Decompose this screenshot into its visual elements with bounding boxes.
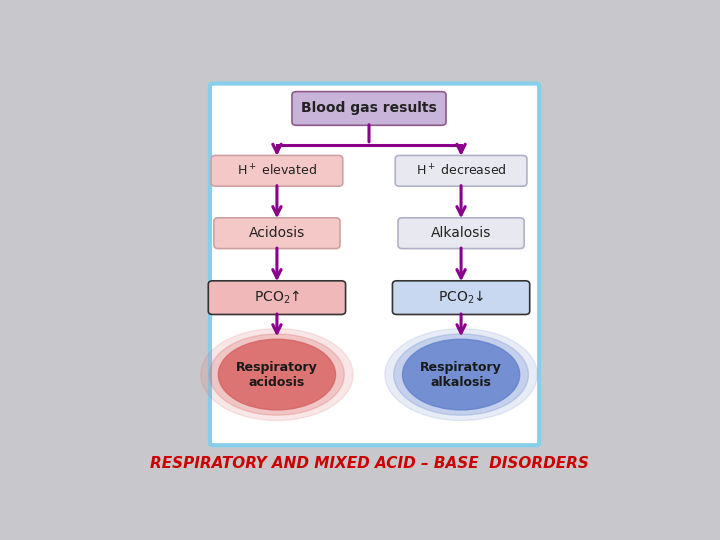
Text: Respiratory
alkalosis: Respiratory alkalosis (420, 361, 502, 389)
Ellipse shape (210, 334, 344, 415)
Ellipse shape (402, 339, 520, 410)
FancyBboxPatch shape (214, 218, 340, 248)
FancyBboxPatch shape (210, 84, 539, 445)
Text: H$^+$ elevated: H$^+$ elevated (237, 163, 317, 179)
FancyBboxPatch shape (395, 156, 527, 186)
Ellipse shape (201, 329, 353, 421)
Text: PCO$_2$↓: PCO$_2$↓ (438, 289, 485, 306)
Text: Respiratory
acidosis: Respiratory acidosis (236, 361, 318, 389)
Text: Blood gas results: Blood gas results (301, 102, 437, 116)
Ellipse shape (394, 334, 528, 415)
Text: Acidosis: Acidosis (249, 226, 305, 240)
FancyBboxPatch shape (392, 281, 530, 314)
Text: RESPIRATORY AND MIXED ACID – BASE  DISORDERS: RESPIRATORY AND MIXED ACID – BASE DISORD… (150, 456, 588, 471)
Ellipse shape (218, 339, 336, 410)
FancyBboxPatch shape (398, 218, 524, 248)
Text: H$^+$ decreased: H$^+$ decreased (415, 163, 506, 179)
Text: Alkalosis: Alkalosis (431, 226, 491, 240)
Text: PCO$_2$↑: PCO$_2$↑ (253, 289, 300, 306)
FancyBboxPatch shape (208, 281, 346, 314)
FancyBboxPatch shape (211, 156, 343, 186)
FancyBboxPatch shape (292, 92, 446, 125)
Ellipse shape (385, 329, 537, 421)
